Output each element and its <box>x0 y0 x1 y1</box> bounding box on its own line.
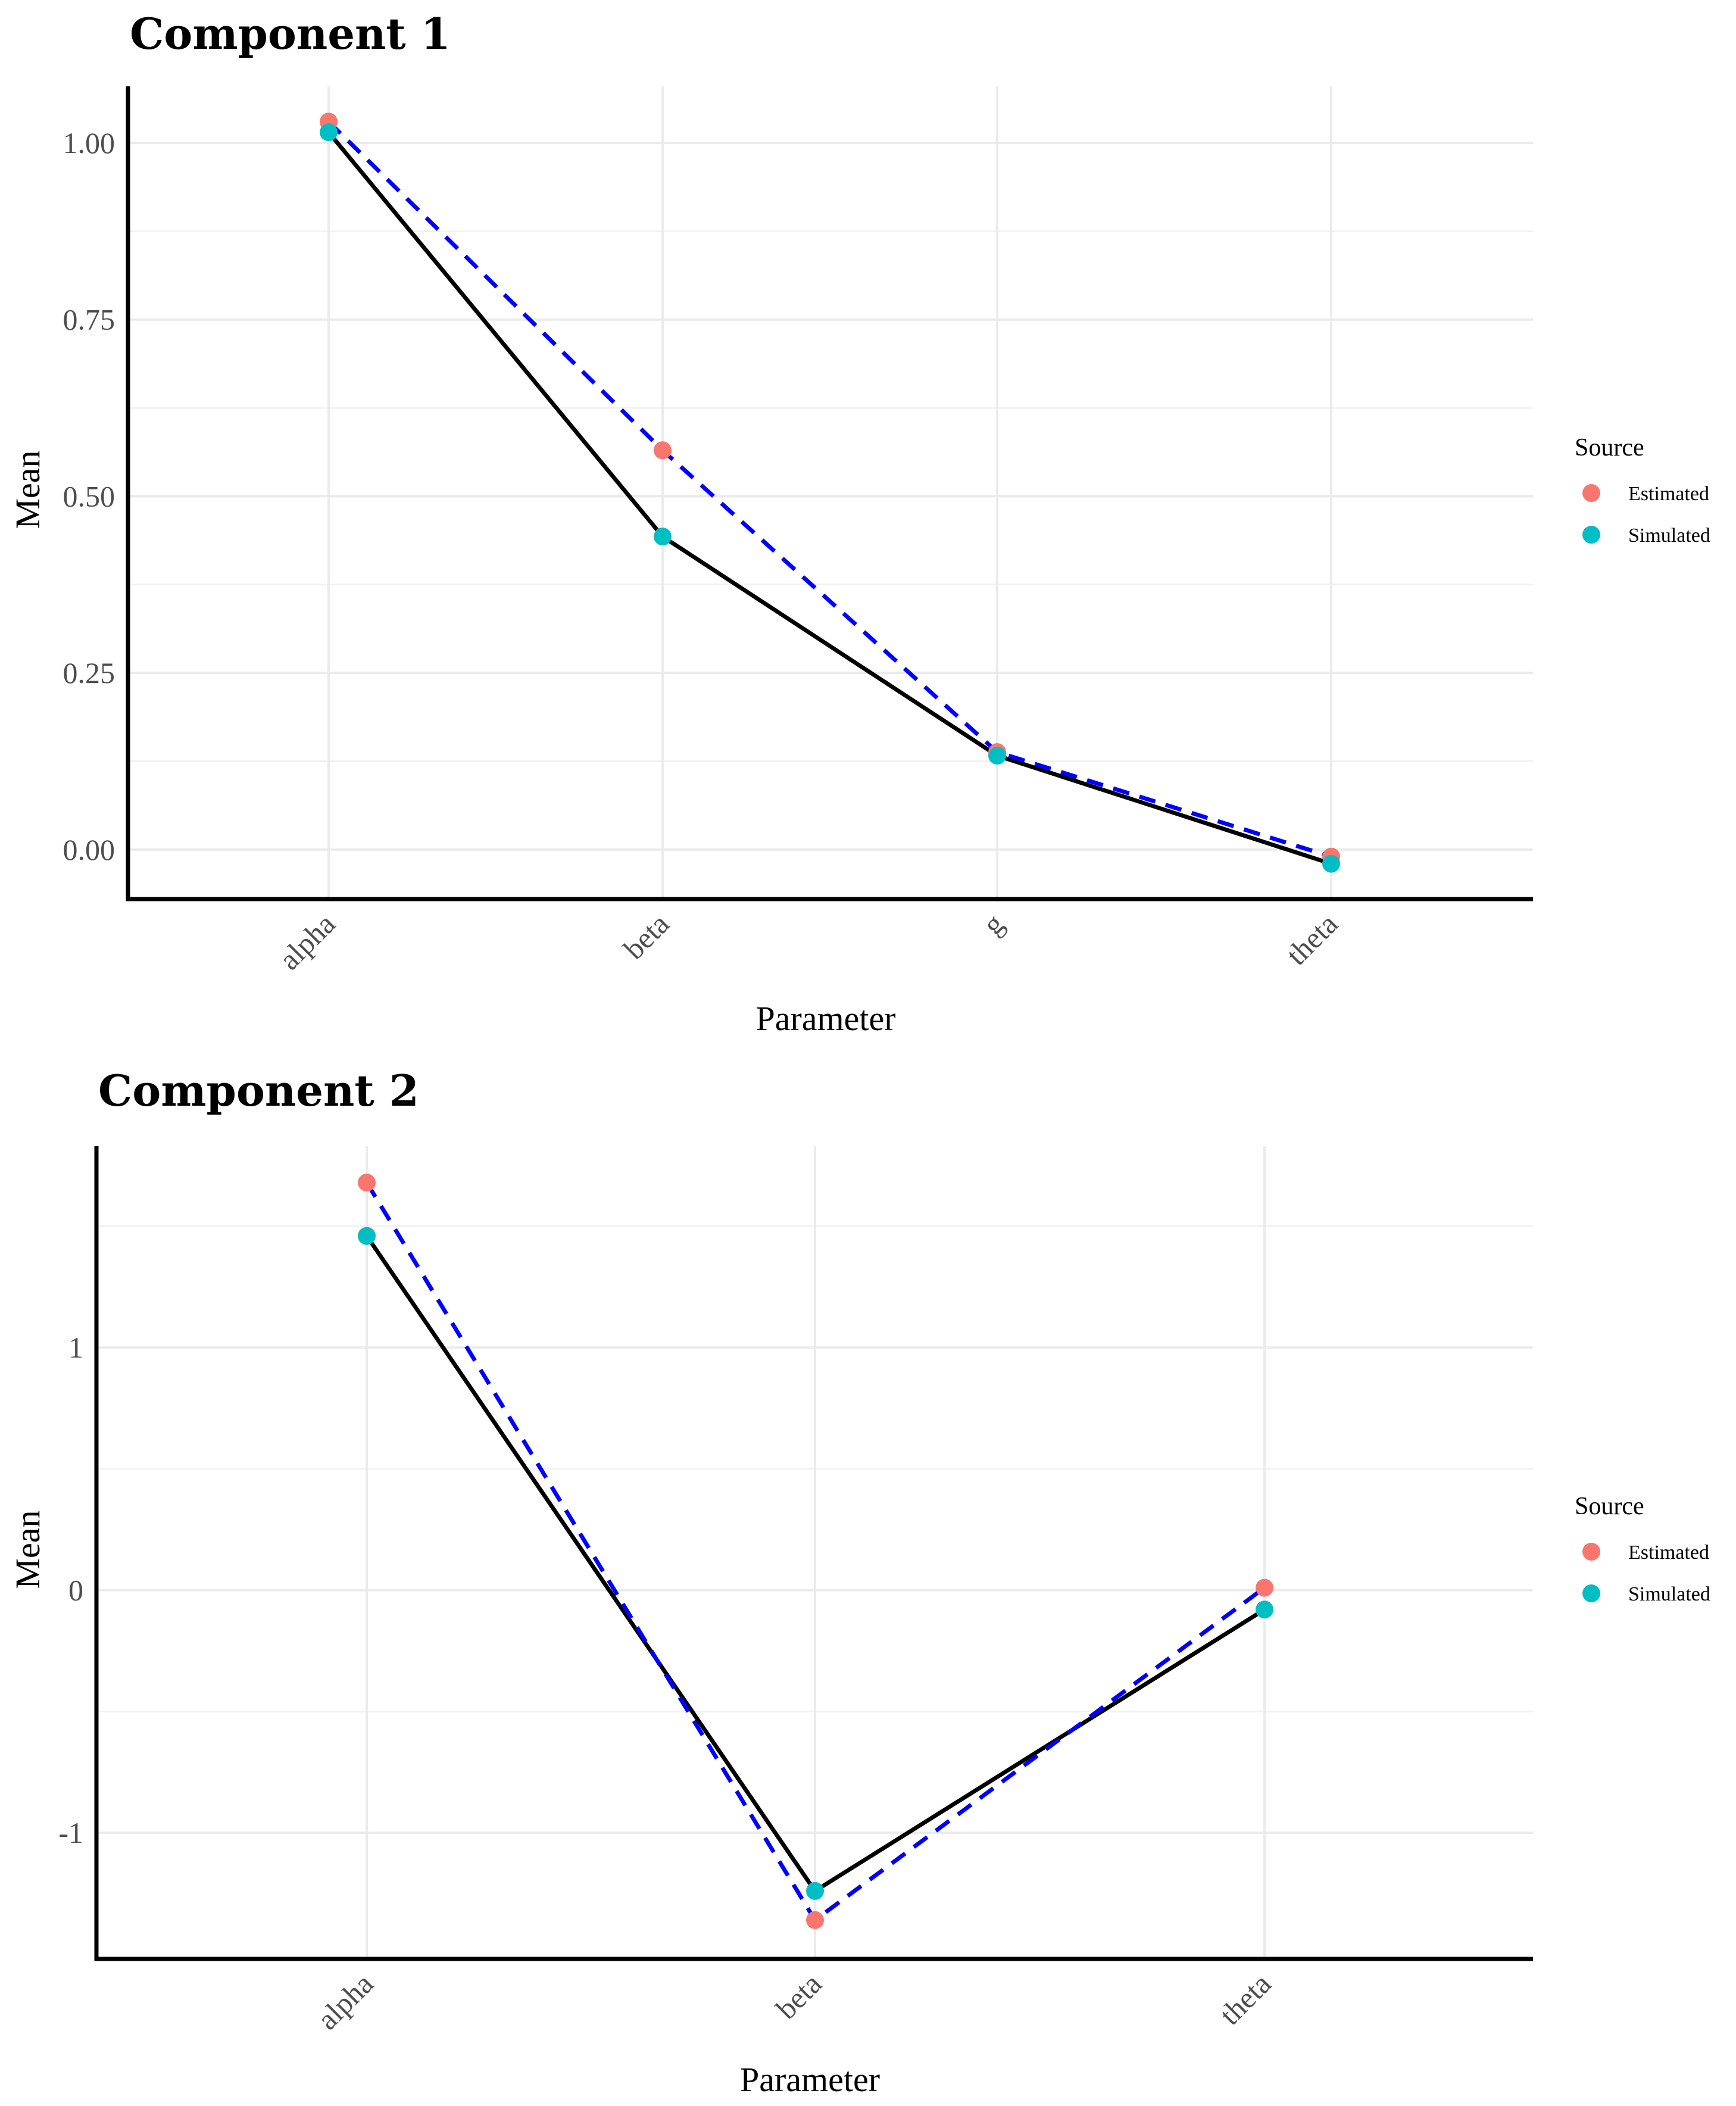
simulated-line <box>327 130 1332 866</box>
estimated-point-beta <box>654 441 672 460</box>
legend-title: Source <box>1575 1493 1644 1520</box>
chart-panel-1: 0.00 0.25 0.50 0.75 1.00 alpha beta g theta Compo… <box>8 8 1710 1038</box>
simulated-point-theta <box>1256 1600 1273 1619</box>
simulated-point-alpha <box>358 1227 376 1245</box>
estimated-line <box>327 120 1332 859</box>
x-tick-label-alpha: alpha <box>311 1967 380 2036</box>
y-tick-label: 0.50 <box>63 479 115 513</box>
legend: Source Estimated Simulated <box>1575 1493 1710 1605</box>
x-tick-label-alpha: alpha <box>273 907 342 976</box>
y-axis-title: Mean <box>8 450 47 529</box>
x-tick-label-beta: beta <box>617 907 675 965</box>
y-tick-label: 0.75 <box>63 303 115 336</box>
simulated-point-alpha <box>320 123 338 142</box>
x-tick-label-theta: theta <box>1279 907 1344 971</box>
y-tick-label: 0 <box>68 1574 83 1607</box>
legend-title: Source <box>1575 434 1644 461</box>
y-axis-title: Mean <box>8 1510 47 1589</box>
legend-key-estimated <box>1582 1543 1600 1561</box>
simulated-point-beta <box>654 528 672 546</box>
x-axis-title: Parameter <box>755 999 895 1038</box>
y-tick-label: 1 <box>68 1331 83 1364</box>
simulated-point-theta <box>1322 854 1340 873</box>
simulated-point-beta <box>806 1882 824 1900</box>
panel-title: Component 2 <box>98 1065 419 1116</box>
estimated-point-alpha <box>358 1174 376 1192</box>
legend-label-estimated: Estimated <box>1628 1542 1709 1564</box>
x-tick-label-theta: theta <box>1213 1967 1277 2031</box>
legend: Source Estimated Simulated <box>1575 434 1710 547</box>
x-axis-title: Parameter <box>740 2060 880 2099</box>
y-tick-label: 0.00 <box>63 833 115 866</box>
simulated-point-g <box>988 747 1006 765</box>
x-tick-label-g: g <box>976 907 1010 941</box>
chart-panel-2: -1 0 1 alpha beta theta Component 2 Parameter Me… <box>8 1065 1710 2099</box>
estimated-point-theta <box>1256 1578 1273 1597</box>
legend-label-simulated: Simulated <box>1628 525 1710 547</box>
estimated-point-beta <box>806 1911 824 1929</box>
y-tick-label: 0.25 <box>63 656 115 689</box>
y-tick-label: 1.00 <box>63 126 115 160</box>
legend-key-estimated <box>1582 484 1600 502</box>
legend-label-simulated: Simulated <box>1628 1583 1710 1605</box>
y-tick-label: -1 <box>58 1816 83 1849</box>
panel-title: Component 1 <box>130 8 451 59</box>
legend-label-estimated: Estimated <box>1628 483 1709 505</box>
legend-key-simulated <box>1582 526 1600 544</box>
legend-key-simulated <box>1582 1584 1600 1602</box>
x-tick-label-beta: beta <box>769 1967 828 2025</box>
